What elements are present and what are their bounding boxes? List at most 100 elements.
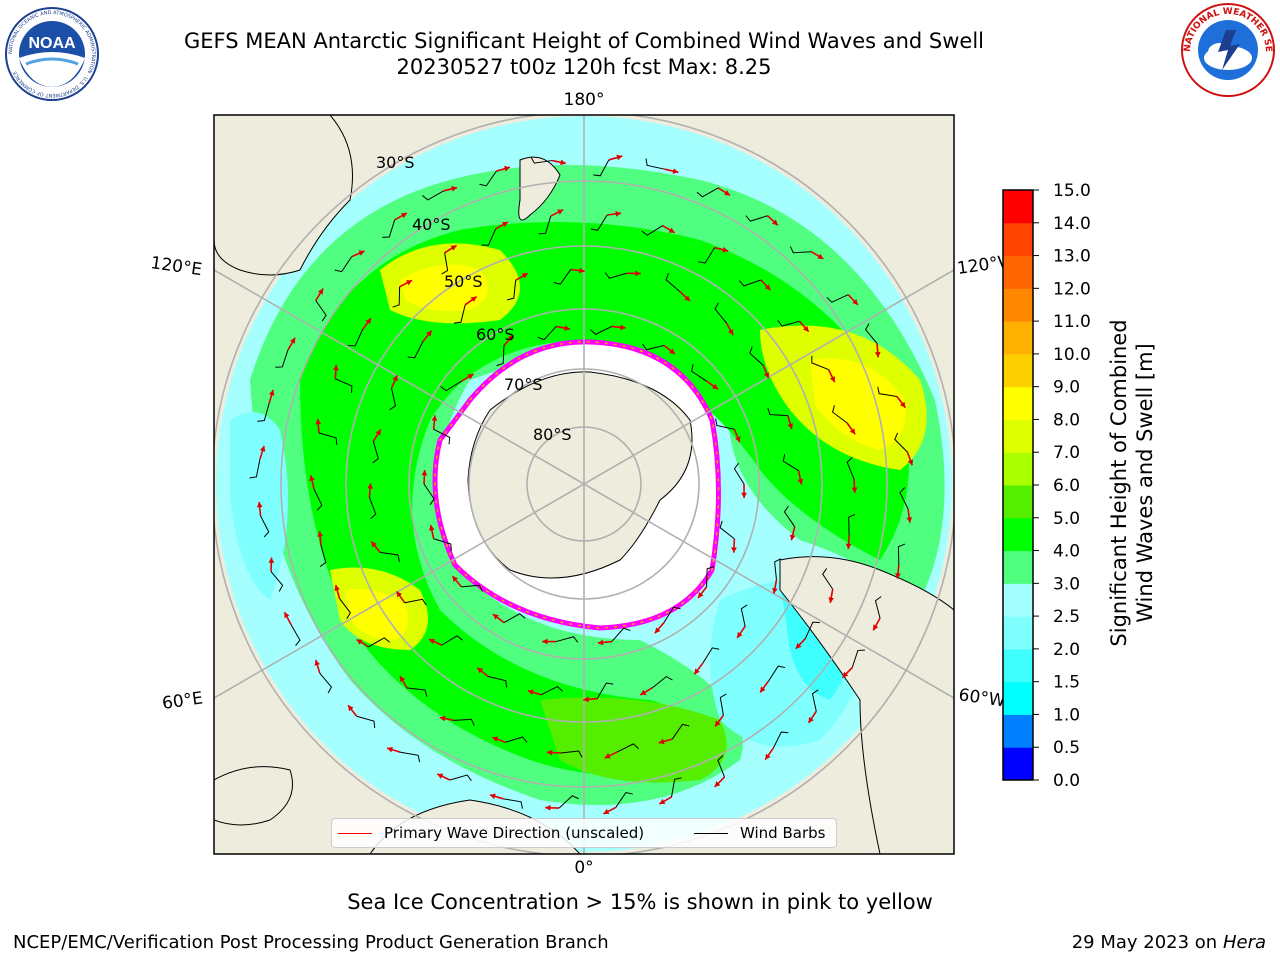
- wind-barb: [645, 158, 665, 170]
- wave-direction-arrowhead: [492, 614, 499, 620]
- wave-direction-arrowhead: [564, 325, 570, 331]
- wave-direction-arrowhead: [392, 375, 398, 382]
- wind-barb: [441, 635, 463, 646]
- wave-direction-arrowhead: [467, 374, 474, 380]
- wave-direction-arrowhead: [635, 270, 641, 277]
- wave-direction-arrowhead: [873, 624, 879, 631]
- wind-barb: [505, 736, 528, 743]
- wind-barb: [706, 566, 714, 587]
- wave-direction-arrowhead: [583, 696, 589, 703]
- colorbar-tick-label: 11.0: [1053, 312, 1091, 332]
- wind-barb: [503, 613, 526, 624]
- vector-layer: [249, 154, 914, 815]
- wind-barb: [537, 326, 557, 341]
- wind-barb: [488, 675, 508, 688]
- wind-barb: [715, 418, 735, 430]
- wind-barb: [590, 214, 608, 231]
- wind-barb: [441, 252, 449, 275]
- colorbar-tick-label: 1.0: [1053, 705, 1080, 725]
- wind-barb: [356, 715, 376, 729]
- wave-direction-arrowhead: [724, 190, 731, 196]
- wind-barb: [319, 544, 327, 568]
- colorbar-tick-label: 12.0: [1053, 279, 1091, 299]
- graticule: [214, 115, 954, 854]
- wave-direction-arrowhead: [356, 639, 363, 645]
- wave-direction-arrowhead: [451, 186, 458, 192]
- colorbar-segment: [1003, 550, 1033, 584]
- colorbar-tick-label: 0.0: [1053, 771, 1080, 791]
- wind-barb: [423, 483, 435, 505]
- wave-direction-arrowhead: [620, 324, 626, 331]
- wave-direction-arrowhead: [521, 273, 528, 279]
- wind-barb: [733, 462, 745, 485]
- wind-barb: [738, 279, 762, 287]
- wave-direction-arrowhead: [895, 573, 901, 579]
- wind-barb: [313, 488, 323, 511]
- wave-direction-arrowhead: [874, 351, 881, 358]
- wave-direction-arrowhead: [808, 716, 814, 723]
- wave-direction-arrowhead: [597, 639, 604, 646]
- wave-direction-arrowhead: [828, 597, 835, 603]
- wind-barb: [560, 750, 583, 758]
- wind-barb: [541, 685, 563, 696]
- wind-barb: [663, 606, 681, 623]
- colorbar-tick-label: 0.5: [1053, 738, 1080, 758]
- wave-direction-arrowhead: [557, 209, 564, 215]
- wind-barb: [433, 428, 451, 445]
- wind-barb: [749, 346, 764, 366]
- wind-barb: [615, 791, 633, 808]
- wave-direction-arrowhead: [560, 159, 566, 166]
- svg-text:NOAA: NOAA: [28, 35, 76, 52]
- wind-barb: [894, 432, 908, 453]
- colorbar-segment: [1003, 255, 1033, 289]
- colorbar-segment: [1003, 321, 1033, 355]
- wave-direction-arrowhead: [694, 668, 700, 675]
- wind-barb: [665, 273, 681, 292]
- wave-direction-arrowhead: [731, 547, 737, 553]
- wave-direction-arrowhead: [399, 676, 406, 683]
- wave-direction-arrowhead: [501, 222, 508, 228]
- wind-barb: [642, 343, 665, 351]
- wave-direction-arrowhead: [489, 793, 496, 800]
- wave-direction-arrowhead: [450, 245, 457, 251]
- wind-barb: [453, 718, 475, 726]
- wind-barb: [611, 627, 631, 642]
- wind-barb: [768, 665, 786, 682]
- legend-item-barbs: Wind Barbs: [694, 824, 825, 842]
- wind-barb: [702, 647, 720, 664]
- legend-wave-label: Primary Wave Direction (unscaled): [384, 824, 645, 842]
- wind-barb: [275, 349, 289, 368]
- wave-direction-arrowhead: [654, 627, 661, 634]
- wind-barb: [593, 159, 610, 177]
- wind-barb: [740, 604, 748, 627]
- run-date-text: 29 May 2023 on: [1071, 932, 1218, 953]
- legend-item-wave: Primary Wave Direction (unscaled): [338, 824, 644, 842]
- lat-label-30s: 30°S: [376, 153, 415, 172]
- wave-direction-arrowhead: [387, 746, 393, 753]
- wind-barb: [270, 571, 284, 592]
- colorbar-segment: [1003, 419, 1033, 453]
- wave-direction-arrowhead: [317, 288, 324, 295]
- wave-direction-arrowhead: [789, 534, 796, 541]
- south-america-land: [779, 556, 954, 854]
- legend-barb-label: Wind Barbs: [740, 824, 826, 842]
- wind-barb: [811, 689, 819, 712]
- wave-direction-arrowhead: [715, 720, 721, 727]
- lat-label-40s: 40°S: [412, 215, 451, 234]
- wave-direction-arrowhead: [492, 736, 499, 742]
- wave-direction-arrowhead: [722, 246, 729, 253]
- colorbar-tick-label: 15.0: [1053, 181, 1091, 201]
- wind-barb: [368, 637, 390, 648]
- colorbar-segment: [1003, 222, 1033, 257]
- lat-label-80s: 80°S: [533, 425, 572, 444]
- wind-barb: [380, 551, 401, 562]
- wave-direction-arrowhead: [698, 592, 704, 598]
- wave-direction-arrowhead: [317, 531, 323, 537]
- wave-direction-arrowhead: [429, 525, 435, 531]
- wind-barb: [782, 454, 799, 472]
- wave-direction-arrowhead: [849, 428, 856, 435]
- wave-direction-arrowhead: [439, 715, 446, 722]
- wind-barb: [556, 636, 579, 643]
- wave-direction-arrowhead: [795, 642, 802, 649]
